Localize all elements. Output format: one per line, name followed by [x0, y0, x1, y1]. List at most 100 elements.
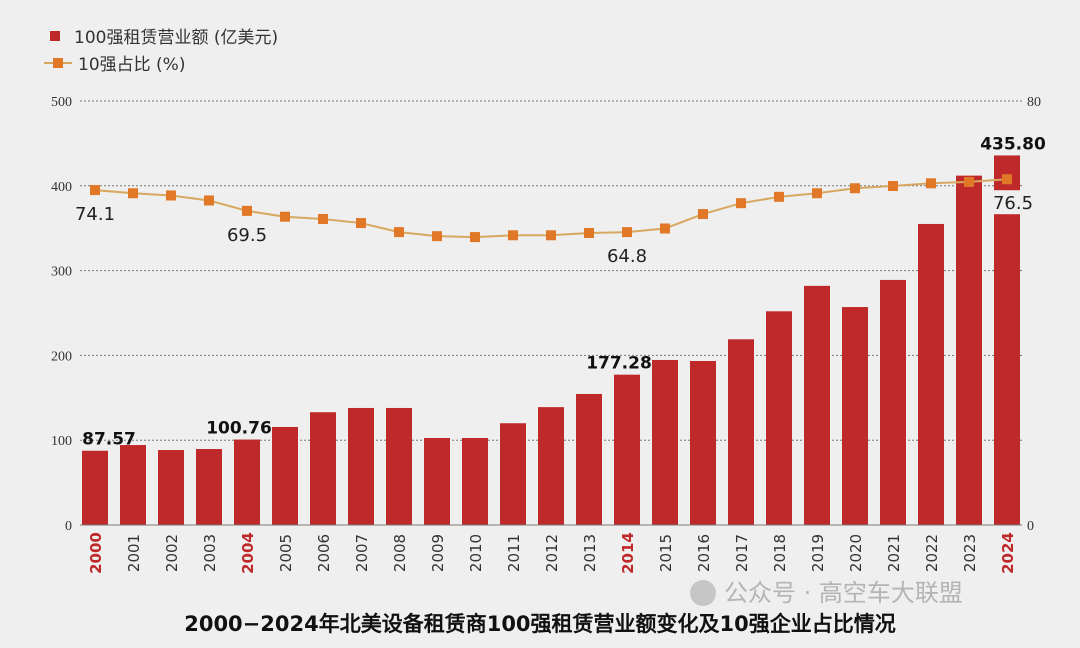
label-background — [992, 190, 1036, 215]
line-point-2012 — [546, 230, 556, 241]
bar-2009 — [424, 437, 450, 525]
bar-2003 — [196, 449, 222, 525]
line-point-2020 — [850, 183, 860, 194]
x-tick-label: 2016 — [695, 534, 713, 572]
bar-2015 — [652, 359, 678, 525]
bar-2004 — [234, 439, 260, 525]
line-point-2019 — [812, 188, 822, 199]
chart-title: 2000−2024年北美设备租赁商100强租赁营业额变化及10强企业占比情况 — [184, 612, 896, 636]
line-point-2024 — [1002, 174, 1012, 185]
line-point-2010 — [470, 232, 480, 243]
line-point-2004 — [242, 205, 252, 216]
x-tick-label: 2012 — [543, 534, 561, 572]
x-tick-label: 2004 — [239, 532, 257, 574]
line-point-2014 — [622, 227, 632, 238]
x-tick-label: 2013 — [581, 534, 599, 572]
bar-2010 — [462, 437, 488, 525]
x-tick-label: 2001 — [125, 534, 143, 572]
bar-2001 — [120, 445, 146, 525]
legend-item-bar: 100强租赁营业额 (亿美元) — [40, 22, 278, 49]
x-tick-label: 2005 — [277, 534, 295, 572]
bar-2023 — [956, 175, 982, 525]
line-point-2001 — [128, 188, 138, 199]
left-tick-label: 200 — [51, 349, 72, 364]
line-data-label: 69.5 — [227, 225, 267, 246]
x-tick-label: 2018 — [771, 534, 789, 572]
line-point-2017 — [736, 198, 746, 209]
line-point-2015 — [660, 223, 670, 234]
legend-item-line: 10强占比 (%) — [40, 49, 278, 76]
wechat-icon — [690, 580, 716, 606]
line-point-2002 — [166, 190, 176, 201]
x-tick-label: 2015 — [657, 534, 675, 572]
bar-2017 — [728, 339, 754, 525]
watermark-text: 公众号 · 高空车大联盟 — [724, 579, 963, 607]
bar-2002 — [158, 450, 184, 525]
right-tick-label: 80 — [1027, 95, 1041, 110]
bar-2008 — [386, 407, 412, 525]
x-tick-label: 2014 — [619, 532, 637, 574]
x-tick-label: 2006 — [315, 534, 333, 572]
x-tick-label: 2008 — [391, 534, 409, 572]
line-point-2009 — [432, 231, 442, 242]
bar-2021 — [880, 279, 906, 525]
bar-2005 — [272, 426, 298, 525]
bar-2020 — [842, 307, 868, 525]
bar-data-label: 100.76 — [206, 419, 272, 439]
bar-data-label: 87.57 — [82, 430, 136, 450]
right-tick-label: 0 — [1027, 519, 1034, 534]
line-data-label: 76.5 — [993, 193, 1033, 214]
left-tick-label: 0 — [65, 519, 72, 534]
line-data-label: 74.1 — [75, 204, 115, 225]
legend-label: 10强占比 (%) — [78, 55, 186, 75]
line-point-2018 — [774, 191, 784, 202]
line-data-label: 64.8 — [607, 246, 647, 267]
line-point-2007 — [356, 218, 366, 229]
legend: 100强租赁营业额 (亿美元) 10强占比 (%) — [40, 22, 278, 76]
line-point-2005 — [280, 211, 290, 222]
x-tick-label: 2017 — [733, 534, 751, 572]
x-tick-label: 2003 — [201, 534, 219, 572]
bar-2013 — [576, 393, 602, 525]
bar-data-label: 177.28 — [586, 354, 652, 374]
bar-2016 — [690, 360, 716, 525]
bar-2014 — [614, 374, 640, 525]
x-tick-label: 2009 — [429, 534, 447, 572]
bar-2024 — [994, 155, 1020, 526]
line-point-2003 — [204, 195, 214, 206]
line-point-2006 — [318, 213, 328, 224]
line-swatch — [44, 57, 72, 68]
x-tick-label: 2007 — [353, 534, 371, 572]
line-point-2011 — [508, 230, 518, 241]
line-point-2016 — [698, 209, 708, 220]
left-tick-label: 400 — [51, 180, 72, 195]
line-point-2008 — [394, 227, 404, 238]
x-tick-label: 2011 — [505, 534, 523, 572]
bar-2000 — [82, 450, 108, 525]
left-tick-label: 500 — [51, 95, 72, 110]
line-point-2022 — [926, 178, 936, 189]
bar-2007 — [348, 407, 374, 525]
bar-2019 — [804, 285, 830, 525]
left-tick-label: 300 — [51, 265, 72, 280]
bar-2011 — [500, 423, 526, 525]
x-tick-label: 2021 — [885, 534, 903, 572]
bar-2006 — [310, 412, 336, 525]
x-tick-label: 2002 — [163, 534, 181, 572]
bar-2022 — [918, 223, 944, 525]
line-point-2000 — [90, 185, 100, 196]
bar-swatch — [50, 30, 60, 41]
line-point-2013 — [584, 228, 594, 239]
line-point-2021 — [888, 181, 898, 191]
left-tick-label: 100 — [51, 434, 72, 449]
x-tick-label: 2020 — [847, 534, 865, 572]
line-point-2023 — [964, 176, 974, 187]
bar-data-label: 435.80 — [980, 134, 1046, 154]
x-tick-label: 2023 — [961, 534, 979, 572]
x-tick-label: 2024 — [999, 532, 1017, 574]
x-tick-label: 2010 — [467, 534, 485, 572]
x-tick-label: 2000 — [87, 532, 105, 574]
legend-label: 100强租赁营业额 (亿美元) — [74, 28, 279, 48]
watermark: 公众号 · 高空车大联盟 — [690, 578, 963, 608]
